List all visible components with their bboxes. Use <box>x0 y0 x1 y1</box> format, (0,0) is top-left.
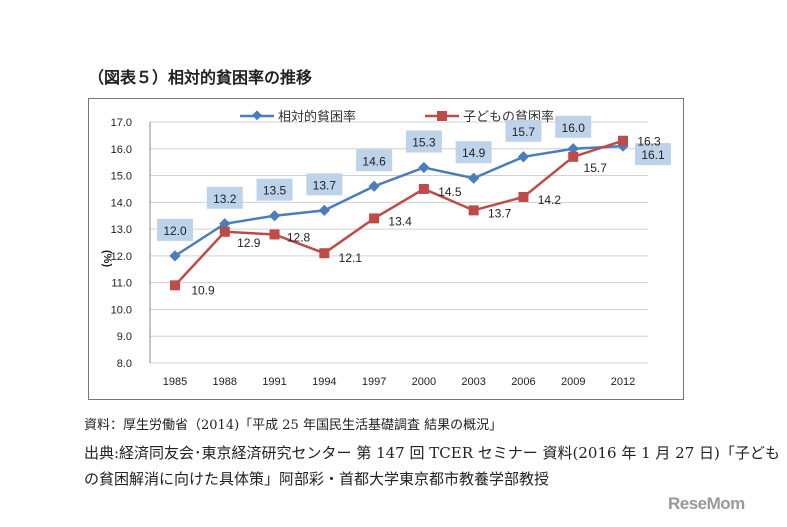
legend-square-marker <box>437 111 447 121</box>
data-point <box>318 204 330 217</box>
data-label-box <box>356 149 393 172</box>
x-tick-label: 2012 <box>611 376 635 388</box>
data-point <box>169 250 181 262</box>
data-label-box <box>455 141 492 164</box>
data-label: 15.7 <box>584 161 608 175</box>
data-point <box>219 226 230 237</box>
data-label: 16.3 <box>637 135 661 149</box>
data-label: 15.3 <box>412 136 436 150</box>
data-label-box <box>306 173 343 196</box>
data-label: 16.1 <box>641 148 665 162</box>
data-label: 14.2 <box>538 193 562 207</box>
source-note: 資料：厚生労働省（2014)「平成 25 年国民生活基礎調査 結果の概況」 <box>84 418 503 433</box>
data-point <box>518 191 529 202</box>
data-label: 14.6 <box>362 154 386 168</box>
x-tick-label: 1988 <box>213 376 237 388</box>
data-label: 13.5 <box>263 184 287 198</box>
y-tick-label: 14.0 <box>111 197 132 209</box>
y-tick-label: 16.0 <box>111 144 132 156</box>
x-tick-label: 1997 <box>362 376 386 388</box>
data-point <box>418 183 429 194</box>
y-tick-label: 9.0 <box>117 331 132 343</box>
resemom-logo: ReseMom <box>668 494 745 513</box>
data-label: 10.9 <box>191 283 215 297</box>
data-label: 14.9 <box>462 146 486 160</box>
data-label-box <box>635 143 671 166</box>
data-point <box>269 229 280 240</box>
data-label-box <box>206 186 243 209</box>
y-tick-label: 13.0 <box>111 224 132 236</box>
x-tick-label: 2003 <box>461 376 485 388</box>
data-point <box>219 218 231 230</box>
data-label: 13.7 <box>313 178 337 192</box>
series-line-0 <box>174 144 624 257</box>
data-point <box>567 143 579 155</box>
y-tick-label: 12.0 <box>111 251 132 263</box>
data-label-box <box>405 130 442 153</box>
y-tick-label: 8.0 <box>117 358 132 370</box>
data-point <box>568 151 579 162</box>
data-point <box>618 135 628 146</box>
series-line-1 <box>174 139 624 287</box>
data-label: 16.0 <box>562 121 586 135</box>
data-label: 12.0 <box>163 224 187 238</box>
chart-title: （図表５）相対的貧困率の推移 <box>88 68 313 87</box>
data-point <box>268 210 281 222</box>
x-tick-label: 2006 <box>511 376 535 388</box>
data-point <box>418 161 430 174</box>
data-point <box>170 280 180 291</box>
data-label: 13.7 <box>488 206 512 220</box>
x-tick-label: 2009 <box>561 376 585 388</box>
data-label-box <box>256 178 293 201</box>
data-label: 12.9 <box>237 236 261 250</box>
y-tick-label: 17.0 <box>111 117 132 129</box>
x-tick-label: 1991 <box>262 376 286 388</box>
data-point <box>468 205 479 216</box>
data-label: 12.8 <box>287 230 311 244</box>
citation-note: 出典:経済同友会･東京経済研究センター 第 147 回 TCER セミナー 資料… <box>84 444 780 488</box>
data-label: 13.2 <box>213 192 237 206</box>
data-label: 12.1 <box>339 251 363 265</box>
x-tick-label: 1985 <box>163 376 187 388</box>
x-tick-label: 1994 <box>312 376 336 388</box>
data-label: 15.7 <box>512 125 536 139</box>
data-point <box>368 180 380 192</box>
x-tick-label: 2000 <box>412 376 436 388</box>
data-point <box>517 151 530 163</box>
y-axis-label: (%) <box>101 250 113 267</box>
y-tick-label: 11.0 <box>111 278 132 290</box>
data-label: 13.4 <box>388 214 412 228</box>
data-point <box>369 213 380 224</box>
y-tick-label: 10.0 <box>111 304 132 316</box>
data-label-box <box>505 119 542 142</box>
legend-diamond-marker <box>252 110 262 121</box>
chart-frame <box>88 98 684 400</box>
data-label-box <box>157 218 193 241</box>
legend-label: 相対的貧困率 <box>278 109 356 125</box>
data-point <box>319 248 330 259</box>
y-tick-label: 15.0 <box>111 171 132 183</box>
data-label: 14.5 <box>438 185 462 199</box>
data-point <box>468 172 480 184</box>
data-label-box <box>555 115 592 138</box>
